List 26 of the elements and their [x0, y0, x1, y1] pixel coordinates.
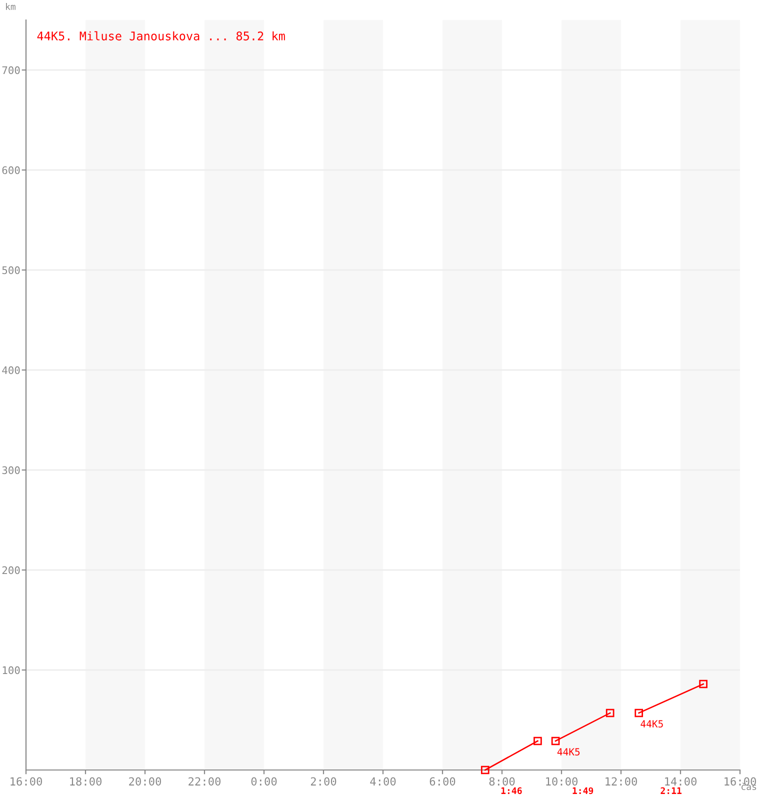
x-tick-label: 0:00 — [251, 777, 277, 786]
annotation: 44K5 — [640, 720, 663, 728]
x-tick-label: 10:00 — [546, 777, 578, 786]
y-tick-label: 700 — [2, 66, 20, 74]
y-axis-title: km — [6, 3, 16, 10]
y-tick-label: 300 — [2, 466, 20, 474]
x-tick-label: 20:00 — [129, 777, 162, 786]
x-tick-label: 8:00 — [489, 777, 515, 786]
x-tick-label: 18:00 — [70, 777, 102, 786]
y-tick-label: 400 — [2, 366, 20, 374]
x-tick-label: 12:00 — [606, 777, 638, 786]
x-tick-label: 4:00 — [370, 777, 396, 786]
y-tick-label: 500 — [2, 266, 20, 274]
text: 2:11 — [660, 787, 682, 794]
text: 44K5. Miluse Janouskova ... 85.2 km — [37, 31, 285, 40]
y-tick-label: 200 — [2, 566, 20, 574]
x-tick-label: 22:00 — [188, 777, 221, 786]
text: 1:46 — [501, 787, 522, 794]
y-tick-label: 100 — [2, 666, 20, 674]
x-tick-label: 6:00 — [430, 777, 456, 786]
x-tick-label: 16:00 — [10, 777, 42, 786]
x-tick-label: 2:00 — [310, 777, 336, 786]
text: 1:49 — [572, 787, 594, 794]
y-tick-label: 600 — [2, 166, 20, 174]
annotation: 44K5 — [557, 748, 580, 756]
x-tick-label: 14:00 — [665, 777, 697, 786]
